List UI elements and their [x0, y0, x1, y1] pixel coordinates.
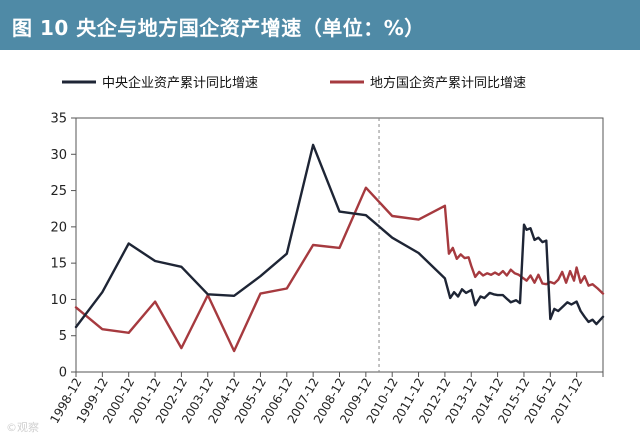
central-soe-line [74, 143, 605, 329]
line-chart: 中央企业资产累计同比增速 地方国企资产累计同比增速 051015202530351… [47, 75, 605, 426]
legend-label: 地方国企资产累计同比增速 [370, 75, 526, 91]
local-soe-line [74, 186, 605, 353]
y-tick-label: 25 [50, 184, 67, 199]
y-tick-label: 5 [59, 329, 67, 344]
legend: 中央企业资产累计同比增速 地方国企资产累计同比增速 [62, 75, 526, 91]
axes: 051015202530351998-121999-122000-122001-… [47, 112, 604, 426]
legend-label: 中央企业资产累计同比增速 [102, 75, 258, 91]
y-tick-label: 0 [59, 366, 67, 381]
y-tick-label: 35 [50, 112, 67, 127]
y-tick-label: 10 [50, 293, 67, 308]
series-group [74, 143, 605, 353]
chart-title: 图 10 央企与地方国企资产增速（单位：%） [12, 16, 425, 40]
y-tick-label: 20 [50, 220, 67, 235]
watermark: ©观察 [6, 421, 39, 434]
title-bar: 图 10 央企与地方国企资产增速（单位：%） [0, 0, 640, 50]
y-tick-label: 15 [50, 257, 67, 272]
y-tick-label: 30 [50, 148, 67, 163]
